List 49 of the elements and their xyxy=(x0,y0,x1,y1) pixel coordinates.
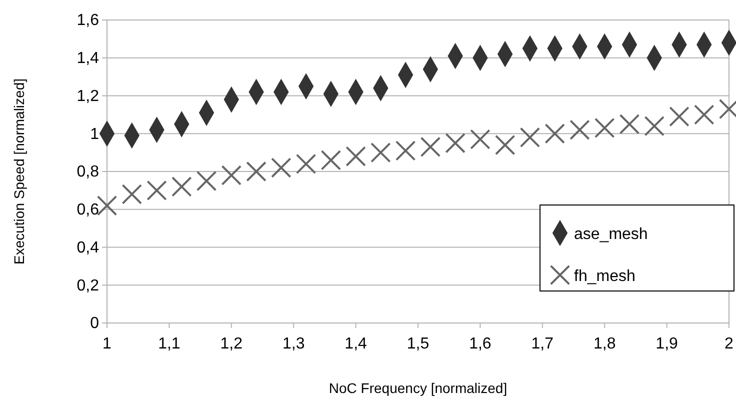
x-tick-label: 1,5 xyxy=(406,336,430,353)
point xyxy=(271,158,292,178)
x-tick-label: 1,1 xyxy=(158,336,180,353)
point xyxy=(445,132,466,154)
point xyxy=(520,127,540,148)
point xyxy=(570,120,590,140)
y-tick-label: 0 xyxy=(90,315,100,332)
point xyxy=(669,106,690,127)
point xyxy=(395,140,416,161)
x-tick-label: 1,7 xyxy=(531,336,554,353)
point xyxy=(370,142,391,163)
y-tick-label: 1,6 xyxy=(76,12,100,30)
point xyxy=(196,170,217,192)
point xyxy=(320,150,342,170)
point xyxy=(221,165,242,186)
legend-label: fh_mesh xyxy=(574,268,636,285)
x-tick-label: 1,4 xyxy=(344,336,368,353)
y-tick-label: 0,8 xyxy=(76,164,100,181)
x-tick-label: 1,8 xyxy=(593,336,616,353)
point xyxy=(494,134,516,156)
x-tick-label: 1 xyxy=(102,336,112,353)
point xyxy=(644,116,665,136)
x-tick-label: 1,2 xyxy=(220,336,243,353)
y-tick-label: 1,2 xyxy=(76,88,100,105)
point xyxy=(544,123,565,144)
y-tick-label: 0,6 xyxy=(76,201,100,218)
point xyxy=(171,176,192,197)
point xyxy=(470,129,490,150)
legend-label: ase_mesh xyxy=(574,226,648,243)
point xyxy=(122,184,142,204)
x-tick-label: 1,9 xyxy=(656,336,678,353)
y-tick-label: 1 xyxy=(90,126,100,143)
point xyxy=(619,114,640,134)
point xyxy=(420,136,441,158)
y-tick-label: 1,4 xyxy=(76,50,100,67)
point xyxy=(146,180,167,201)
point xyxy=(594,118,615,138)
y-tick-label: 0,4 xyxy=(76,239,100,256)
y-tick-label: 0,2 xyxy=(76,277,100,294)
x-axis-title: NoC Frequency [normalized] xyxy=(328,380,508,396)
x-tick-label: 1,6 xyxy=(469,336,492,353)
x-tick-label: 2 xyxy=(724,336,734,353)
x-tick-label: 1,3 xyxy=(282,336,305,353)
y-axis-title: Execution Speed [normalized] xyxy=(11,78,27,264)
point xyxy=(246,161,266,182)
point xyxy=(694,104,714,125)
point xyxy=(296,154,316,174)
point xyxy=(346,146,366,166)
point xyxy=(96,195,118,216)
